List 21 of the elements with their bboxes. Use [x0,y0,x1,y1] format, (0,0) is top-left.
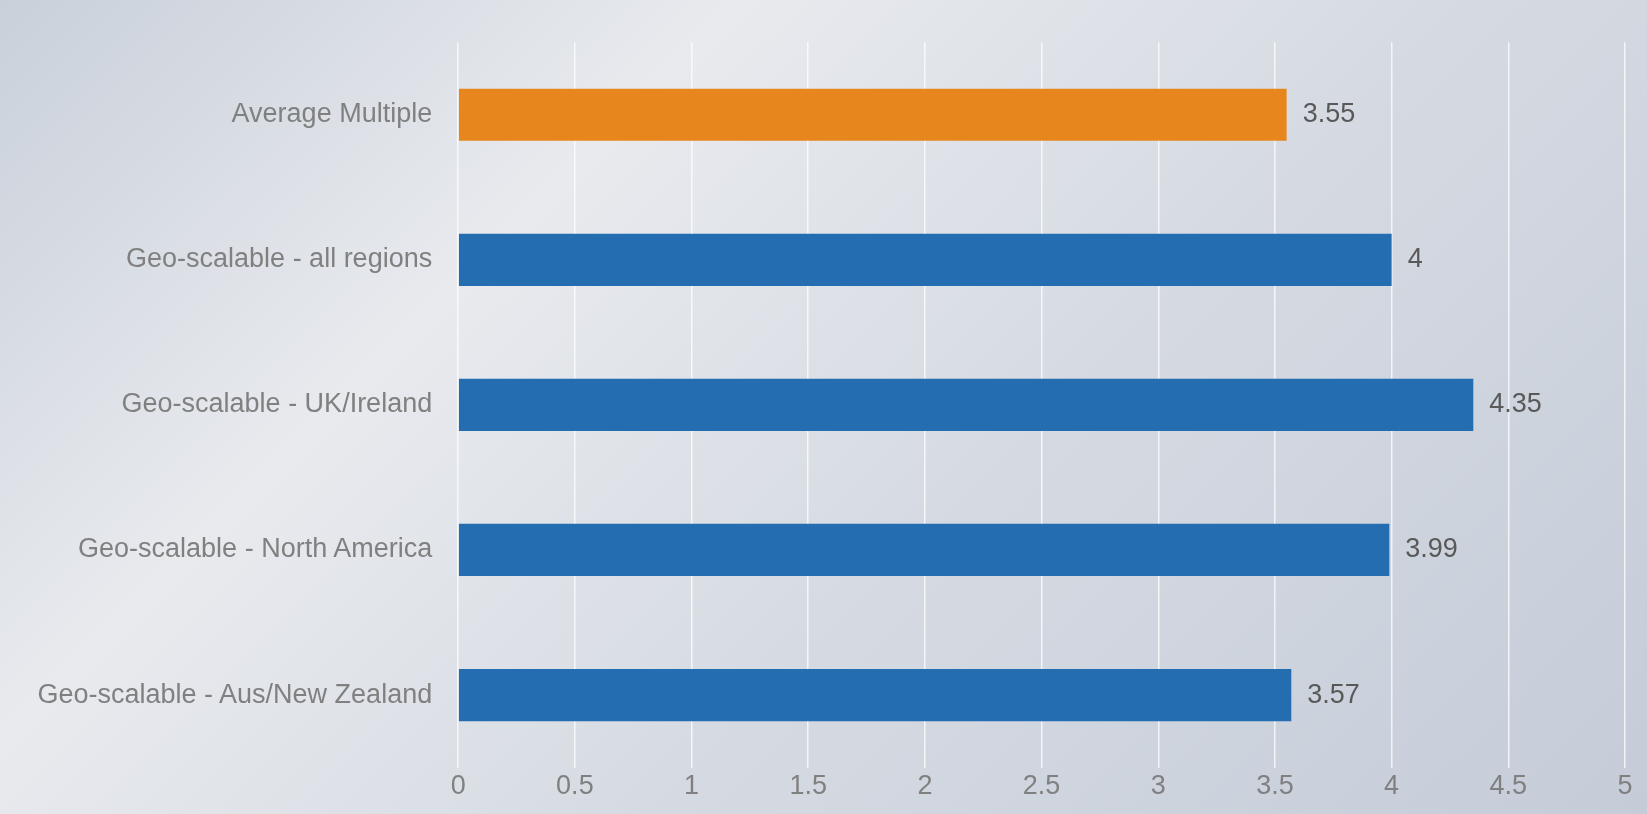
data-label: 4 [1407,243,1423,274]
x-tick-label: 2 [917,770,933,801]
y-tick-label: Geo-scalable - Aus/New Zealand [37,678,433,709]
data-label: 4.35 [1489,388,1542,419]
y-tick-label: Geo-scalable - UK/Ireland [121,388,433,419]
y-tick-label: Geo-scalable - North America [78,533,434,564]
y-tick-label: Geo-scalable - all regions [126,243,433,274]
y-tick-label: Average Multiple [231,98,433,129]
data-label: 3.57 [1307,678,1360,709]
x-tick-label: 0.5 [556,770,594,801]
x-tick-label: 5 [1617,770,1633,801]
x-tick-label: 0 [450,770,466,801]
data-label: 3.55 [1302,98,1356,129]
x-tick-label: 1 [684,770,700,801]
x-tick-label: 1.5 [789,770,828,801]
x-tick-label: 4 [1384,770,1400,801]
x-tick-label: 3 [1150,770,1166,801]
x-tick-label: 3.5 [1256,770,1294,801]
x-tick-label: 2.5 [1022,770,1061,801]
x-tick-label: 4.5 [1489,770,1528,801]
data-label: 3.99 [1405,533,1458,564]
